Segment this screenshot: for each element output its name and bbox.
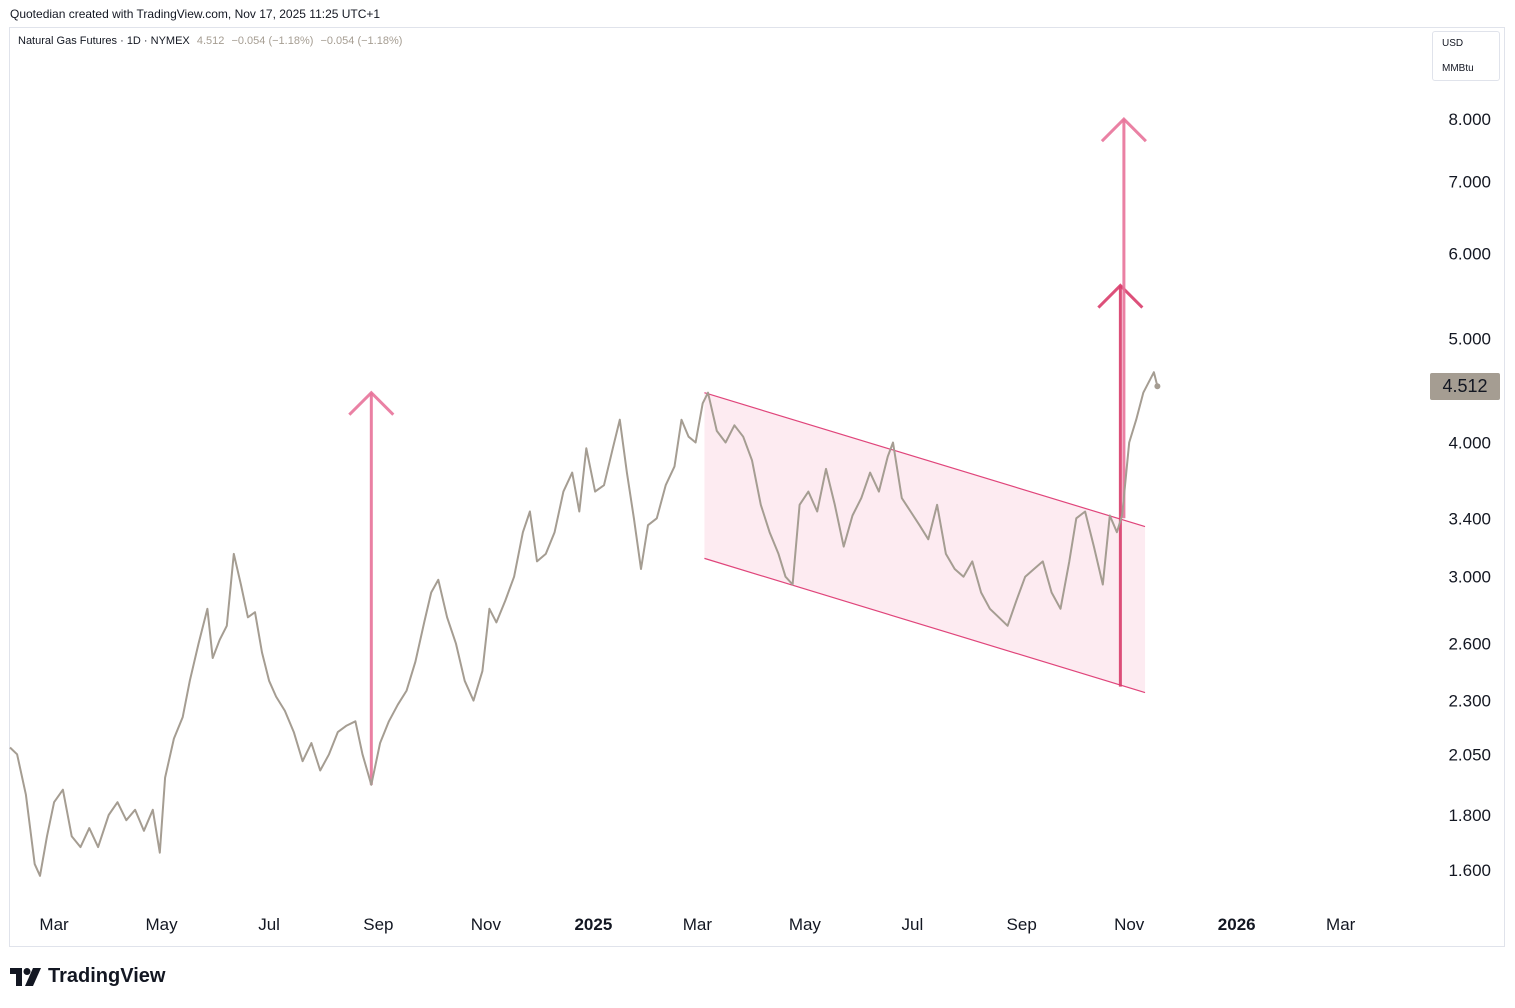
- x-tick-label: Mar: [39, 915, 69, 934]
- y-axis: 8.000 7.000 6.000 5.000 4.000 3.400 3.000 2.600…: [1448, 110, 1491, 880]
- y-tick-label: 2.300: [1448, 692, 1491, 711]
- x-tick-label: Sep: [363, 915, 393, 934]
- price-line-layer: [9, 371, 1161, 877]
- y-tick-label: 8.000: [1448, 110, 1491, 129]
- x-tick-label: May: [146, 915, 179, 934]
- symbol-name: Natural Gas Futures · 1D · NYMEX: [18, 35, 190, 47]
- tradingview-footer[interactable]: TradingView: [10, 965, 165, 988]
- unit-label: MMBtu: [1442, 63, 1474, 74]
- x-tick-label: 2025: [574, 915, 612, 934]
- x-tick-label: Jul: [902, 915, 924, 934]
- symbol-legend[interactable]: Natural Gas Futures · 1D · NYMEX 4.512 −…: [18, 35, 402, 47]
- arrow-layer: [348, 117, 1147, 785]
- channel-layer: [704, 392, 1146, 694]
- chart-caption: Quotedian created with TradingView.com, …: [10, 7, 381, 21]
- last-price-marker: [1154, 383, 1161, 390]
- y-tick-label: 2.600: [1448, 634, 1491, 653]
- arrow-head: [1100, 117, 1147, 143]
- x-tick-label: Mar: [683, 915, 713, 934]
- price-series-line: [9, 371, 1159, 877]
- x-tick-label: Mar: [1326, 915, 1356, 934]
- legend-change-2: −0.054 (−1.18%): [320, 35, 403, 47]
- y-tick-label: 1.600: [1448, 861, 1491, 880]
- legend-price: 4.512: [196, 35, 225, 47]
- projection-arrow: [1100, 117, 1147, 519]
- currency-label: USD: [1442, 38, 1464, 49]
- channel-upper-line: [704, 392, 1146, 528]
- x-tick-label: Nov: [1114, 915, 1145, 934]
- x-tick-label: Sep: [1007, 915, 1037, 934]
- channel-fill: [704, 392, 1146, 693]
- y-tick-label: 2.050: [1448, 745, 1491, 764]
- x-tick-label: May: [789, 915, 822, 934]
- tradingview-logo-icon: [10, 967, 41, 986]
- brand-name: TradingView: [48, 965, 166, 987]
- projection-arrow: [348, 390, 395, 785]
- x-axis: Mar May Jul Sep Nov 2025 Mar May Jul Sep Nov 2026 Ma…: [39, 915, 1355, 934]
- x-tick-label: Nov: [471, 915, 502, 934]
- y-tick-label: 7.000: [1448, 172, 1491, 191]
- x-tick-label: 2026: [1218, 915, 1256, 934]
- arrow-head: [348, 390, 395, 416]
- y-tick-label: 4.000: [1448, 433, 1491, 452]
- y-tick-label: 3.400: [1448, 509, 1491, 528]
- currency-unit-selector[interactable]: USD MMBtu: [1432, 31, 1500, 81]
- chart-frame: [9, 27, 1505, 947]
- y-tick-label: 5.000: [1448, 329, 1491, 348]
- arrow-head: [1097, 283, 1144, 309]
- y-tick-label: 3.000: [1448, 568, 1491, 587]
- y-tick-label: 1.800: [1448, 806, 1491, 825]
- y-tick-label: 6.000: [1448, 244, 1491, 263]
- projection-arrow: [1097, 283, 1144, 687]
- x-tick-label: Jul: [258, 915, 280, 934]
- channel-lower-line: [704, 557, 1146, 694]
- legend-change: −0.054 (−1.18%): [231, 35, 314, 47]
- last-price-label: 4.512: [1430, 373, 1500, 401]
